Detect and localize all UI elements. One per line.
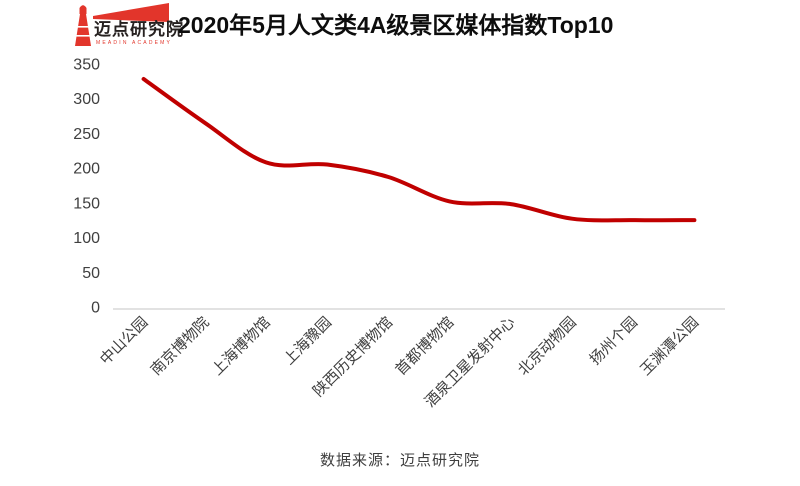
y-axis-tick-label: 0 [91, 300, 100, 317]
logo: 迈点研究院 MEADIN ACADEMY [66, 2, 183, 48]
x-axis-label: 上海博物馆 [209, 314, 274, 379]
x-axis-label: 中山公园 [97, 314, 151, 368]
media-index-series-line [141, 77, 697, 223]
x-axis-label: 首都博物馆 [392, 314, 457, 379]
chart-title: 2020年5月人文类4A级景区媒体指数Top10 [178, 12, 614, 38]
y-axis-tick-label: 350 [73, 56, 100, 73]
x-axis-label: 南京博物院 [147, 313, 213, 379]
x-axis-label: 上海豫园 [281, 314, 335, 368]
y-axis-tick-label: 150 [73, 195, 100, 212]
y-axis-tick-label: 300 [73, 91, 100, 108]
x-axis-label: 扬州个园 [587, 314, 641, 368]
x-axis-label: 玉渊潭公园 [637, 314, 702, 379]
y-axis-tick-label: 50 [82, 265, 100, 282]
y-axis-tick-label: 250 [73, 126, 100, 143]
data-source: 数据来源：迈点研究院 [319, 452, 480, 469]
logo-subtext: MEADIN ACADEMY [96, 40, 173, 46]
y-axis-tick-label: 200 [73, 161, 100, 178]
x-axis-label: 北京动物园 [515, 314, 580, 379]
y-axis-tick-label: 100 [73, 230, 100, 247]
lighthouse-icon [75, 3, 169, 46]
logo-text: 迈点研究院 [94, 20, 184, 39]
